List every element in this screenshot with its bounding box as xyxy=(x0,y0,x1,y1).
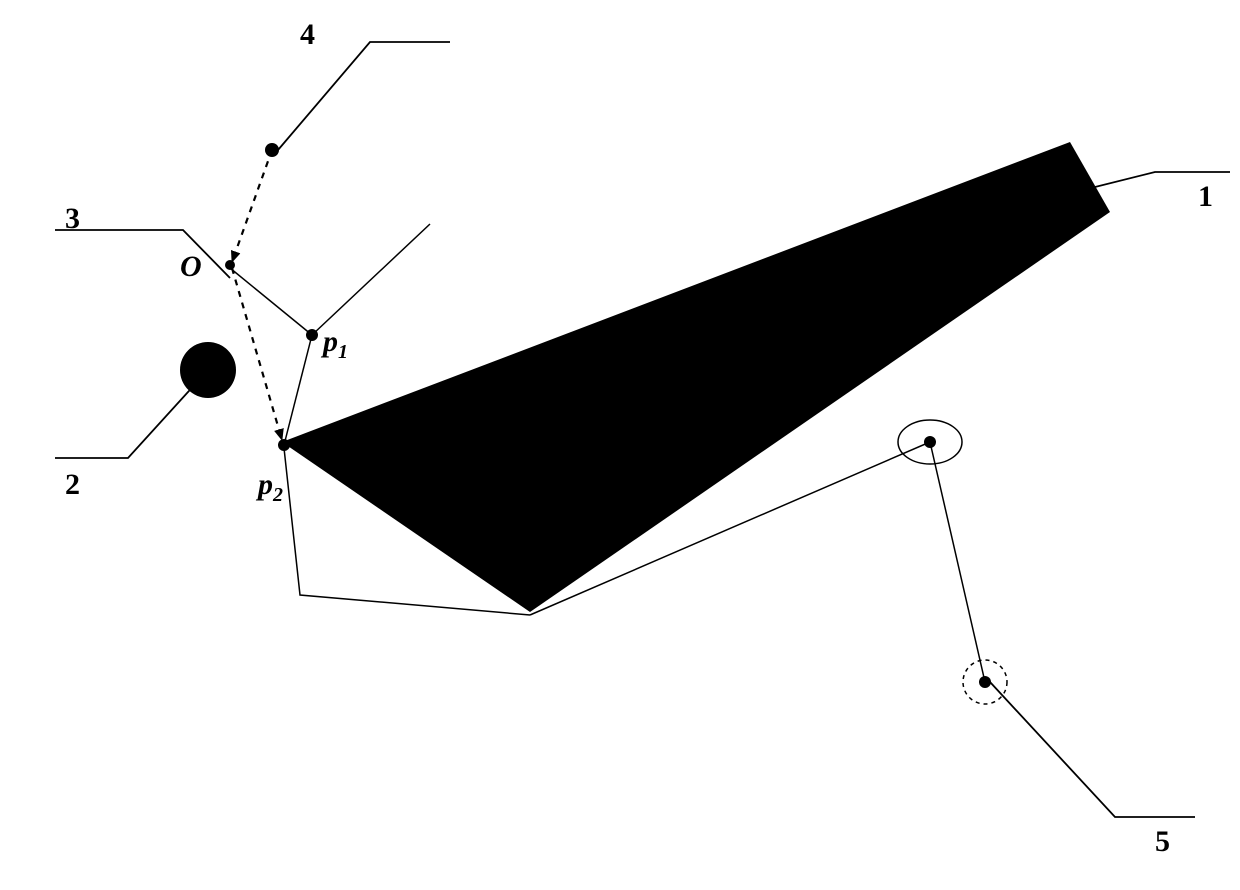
label-p2-base: p xyxy=(258,468,273,501)
diagram-canvas xyxy=(0,0,1240,890)
callout-5: 5 xyxy=(1155,825,1170,859)
path-p1-p2 xyxy=(284,335,312,445)
callout-3: 3 xyxy=(65,202,80,236)
blade-shape xyxy=(282,142,1110,612)
label-p2: p2 xyxy=(258,468,283,507)
linkage-3 xyxy=(930,442,985,682)
callout-2: 2 xyxy=(65,468,80,502)
leader-4 xyxy=(278,42,450,150)
label-p2-sub: 2 xyxy=(273,484,283,506)
label-p1-base: p xyxy=(323,325,338,358)
label-p1: p1 xyxy=(323,325,348,364)
callout-4: 4 xyxy=(300,18,315,52)
leader-5 xyxy=(990,682,1195,817)
arrow-O-to-p2 xyxy=(232,268,282,440)
obstacle-circle xyxy=(180,342,236,398)
arrow-top-to-O xyxy=(232,150,272,262)
label-p1-sub: 1 xyxy=(338,341,348,363)
point-top-start xyxy=(265,143,279,157)
joint-lower-dot xyxy=(979,676,991,688)
point-p2 xyxy=(278,439,290,451)
point-p1 xyxy=(306,329,318,341)
label-O: O xyxy=(180,250,202,284)
point-O xyxy=(225,260,235,270)
path-O-p1 xyxy=(230,268,312,335)
p1-leader xyxy=(312,224,430,335)
callout-1: 1 xyxy=(1198,180,1213,214)
joint-upper-dot xyxy=(924,436,936,448)
leader-3 xyxy=(55,230,230,278)
